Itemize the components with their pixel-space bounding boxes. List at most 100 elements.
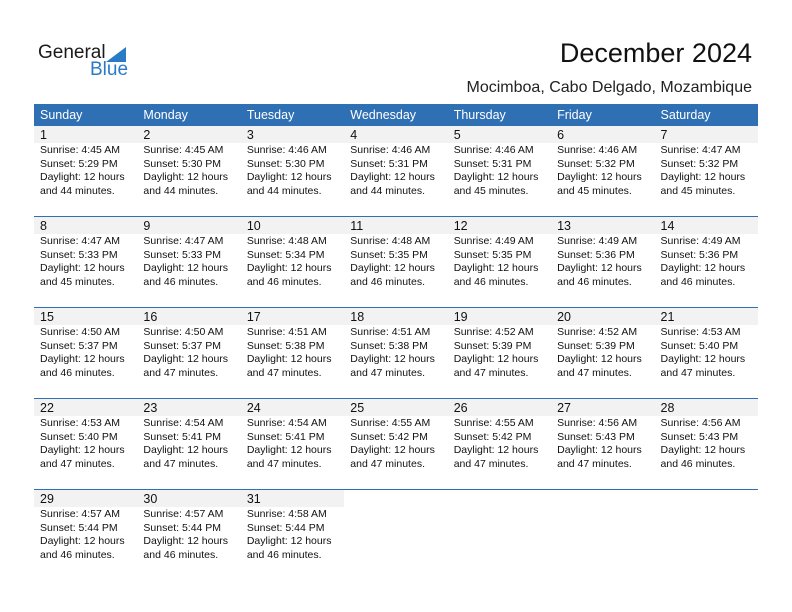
day-cell: 23 Sunrise: 4:54 AM Sunset: 5:41 PM Dayl… xyxy=(137,399,241,489)
sunrise: Sunrise: 4:58 AM xyxy=(246,508,327,520)
day-number: 26 xyxy=(447,399,552,416)
day-info: Sunrise: 4:45 AM Sunset: 5:30 PM Dayligh… xyxy=(137,143,235,198)
daylight: Daylight: 12 hours and 46 minutes. xyxy=(246,535,332,561)
sunset: Sunset: 5:41 PM xyxy=(143,430,222,443)
day-cell: 28 Sunrise: 4:56 AM Sunset: 5:43 PM Dayl… xyxy=(654,399,758,489)
day-info: Sunrise: 4:46 AM Sunset: 5:30 PM Dayligh… xyxy=(241,143,339,198)
day-number: 28 xyxy=(654,399,758,416)
day-cell xyxy=(655,490,758,580)
sunset: Sunset: 5:43 PM xyxy=(557,430,635,443)
day-cell: 9 Sunrise: 4:47 AM Sunset: 5:33 PM Dayli… xyxy=(137,217,241,307)
sunrise: Sunrise: 4:57 AM xyxy=(143,508,224,520)
sunrise: Sunrise: 4:46 AM xyxy=(246,144,327,156)
sunset: Sunset: 5:32 PM xyxy=(557,157,635,170)
day-number: 30 xyxy=(137,490,241,507)
day-cell: 2 Sunrise: 4:45 AM Sunset: 5:30 PM Dayli… xyxy=(137,126,241,216)
weekday-tuesday: Tuesday xyxy=(246,108,295,122)
sunset: Sunset: 5:40 PM xyxy=(660,339,739,352)
sunrise: Sunrise: 4:49 AM xyxy=(453,235,534,247)
day-number: 29 xyxy=(34,490,138,507)
day-info: Sunrise: 4:56 AM Sunset: 5:43 PM Dayligh… xyxy=(655,416,753,471)
sunrise: Sunrise: 4:46 AM xyxy=(350,144,431,156)
day-cell xyxy=(551,490,654,580)
sunrise: Sunrise: 4:53 AM xyxy=(660,326,741,338)
logo: General Blue xyxy=(38,42,138,82)
day-info: Sunrise: 4:54 AM Sunset: 5:41 PM Dayligh… xyxy=(137,416,235,471)
day-info: Sunrise: 4:47 AM Sunset: 5:33 PM Dayligh… xyxy=(137,234,235,289)
day-info: Sunrise: 4:46 AM Sunset: 5:31 PM Dayligh… xyxy=(344,143,442,198)
sunset: Sunset: 5:37 PM xyxy=(40,339,118,352)
day-cell: 18 Sunrise: 4:51 AM Sunset: 5:38 PM Dayl… xyxy=(344,308,448,398)
daylight: Daylight: 12 hours and 47 minutes. xyxy=(557,353,642,379)
day-info: Sunrise: 4:52 AM Sunset: 5:39 PM Dayligh… xyxy=(551,325,649,380)
sunrise: Sunrise: 4:54 AM xyxy=(143,417,224,429)
sunset: Sunset: 5:36 PM xyxy=(557,248,635,261)
daylight: Daylight: 12 hours and 46 minutes. xyxy=(40,535,125,561)
day-cell: 25 Sunrise: 4:55 AM Sunset: 5:42 PM Dayl… xyxy=(344,399,448,489)
day-number: 1 xyxy=(34,126,138,143)
sunset: Sunset: 5:42 PM xyxy=(350,430,428,443)
day-info: Sunrise: 4:55 AM Sunset: 5:42 PM Dayligh… xyxy=(344,416,442,471)
sunrise: Sunrise: 4:57 AM xyxy=(40,508,120,520)
daylight: Daylight: 12 hours and 44 minutes. xyxy=(40,171,125,197)
sunrise: Sunrise: 4:47 AM xyxy=(660,144,741,156)
sunrise: Sunrise: 4:47 AM xyxy=(40,235,120,247)
day-cell: 30 Sunrise: 4:57 AM Sunset: 5:44 PM Dayl… xyxy=(137,490,241,580)
sunset: Sunset: 5:38 PM xyxy=(246,339,325,352)
sunset: Sunset: 5:42 PM xyxy=(453,430,532,443)
sunrise: Sunrise: 4:53 AM xyxy=(40,417,120,429)
day-info: Sunrise: 4:51 AM Sunset: 5:38 PM Dayligh… xyxy=(344,325,442,380)
day-info: Sunrise: 4:49 AM Sunset: 5:35 PM Dayligh… xyxy=(448,234,546,289)
day-cell: 26 Sunrise: 4:55 AM Sunset: 5:42 PM Dayl… xyxy=(447,399,552,489)
day-info: Sunrise: 4:47 AM Sunset: 5:32 PM Dayligh… xyxy=(655,143,753,198)
sunset: Sunset: 5:35 PM xyxy=(350,248,428,261)
day-number: 11 xyxy=(344,217,448,234)
day-cell: 15 Sunrise: 4:50 AM Sunset: 5:37 PM Dayl… xyxy=(34,308,138,398)
sunset: Sunset: 5:35 PM xyxy=(453,248,532,261)
sunset: Sunset: 5:34 PM xyxy=(246,248,325,261)
day-cell: 21 Sunrise: 4:53 AM Sunset: 5:40 PM Dayl… xyxy=(654,308,758,398)
day-info: Sunrise: 4:57 AM Sunset: 5:44 PM Dayligh… xyxy=(137,507,235,562)
daylight: Daylight: 12 hours and 44 minutes. xyxy=(246,171,332,197)
day-cell: 20 Sunrise: 4:52 AM Sunset: 5:39 PM Dayl… xyxy=(551,308,655,398)
day-number: 3 xyxy=(240,126,345,143)
week-row: 15 Sunrise: 4:50 AM Sunset: 5:37 PM Dayl… xyxy=(34,307,758,398)
sunset: Sunset: 5:39 PM xyxy=(453,339,532,352)
daylight: Daylight: 12 hours and 47 minutes. xyxy=(40,444,125,470)
sunrise: Sunrise: 4:52 AM xyxy=(453,326,534,338)
daylight: Daylight: 12 hours and 46 minutes. xyxy=(143,262,229,288)
sunset: Sunset: 5:44 PM xyxy=(143,521,222,534)
sunrise: Sunrise: 4:46 AM xyxy=(453,144,534,156)
day-info: Sunrise: 4:52 AM Sunset: 5:39 PM Dayligh… xyxy=(448,325,546,380)
daylight: Daylight: 12 hours and 44 minutes. xyxy=(350,171,435,197)
sunset: Sunset: 5:43 PM xyxy=(660,430,739,443)
daylight: Daylight: 12 hours and 44 minutes. xyxy=(143,171,229,197)
daylight: Daylight: 12 hours and 46 minutes. xyxy=(660,262,746,288)
day-number: 25 xyxy=(344,399,448,416)
sunset: Sunset: 5:36 PM xyxy=(660,248,739,261)
day-cell: 19 Sunrise: 4:52 AM Sunset: 5:39 PM Dayl… xyxy=(447,308,552,398)
sunset: Sunset: 5:33 PM xyxy=(40,248,118,261)
sunrise: Sunrise: 4:51 AM xyxy=(246,326,327,338)
day-cell: 22 Sunrise: 4:53 AM Sunset: 5:40 PM Dayl… xyxy=(34,399,138,489)
sunset: Sunset: 5:37 PM xyxy=(143,339,222,352)
sunset: Sunset: 5:31 PM xyxy=(453,157,532,170)
day-cell: 8 Sunrise: 4:47 AM Sunset: 5:33 PM Dayli… xyxy=(34,217,138,307)
daylight: Daylight: 12 hours and 47 minutes. xyxy=(246,444,332,470)
day-info: Sunrise: 4:56 AM Sunset: 5:43 PM Dayligh… xyxy=(551,416,649,471)
sunset: Sunset: 5:39 PM xyxy=(557,339,635,352)
sunset: Sunset: 5:31 PM xyxy=(350,157,428,170)
day-cell: 17 Sunrise: 4:51 AM Sunset: 5:38 PM Dayl… xyxy=(240,308,345,398)
day-cell xyxy=(448,490,551,580)
day-info: Sunrise: 4:46 AM Sunset: 5:31 PM Dayligh… xyxy=(448,143,546,198)
daylight: Daylight: 12 hours and 46 minutes. xyxy=(246,262,332,288)
sunset: Sunset: 5:32 PM xyxy=(660,157,739,170)
weekday-header: Sunday Monday Tuesday Wednesday Thursday Frid… xyxy=(34,104,758,126)
daylight: Daylight: 12 hours and 47 minutes. xyxy=(143,444,229,470)
sunrise: Sunrise: 4:55 AM xyxy=(453,417,534,429)
sunrise: Sunrise: 4:49 AM xyxy=(660,235,741,247)
daylight: Daylight: 12 hours and 45 minutes. xyxy=(660,171,746,197)
sunrise: Sunrise: 4:55 AM xyxy=(350,417,431,429)
day-number: 14 xyxy=(654,217,758,234)
day-cell: 14 Sunrise: 4:49 AM Sunset: 5:36 PM Dayl… xyxy=(654,217,758,307)
